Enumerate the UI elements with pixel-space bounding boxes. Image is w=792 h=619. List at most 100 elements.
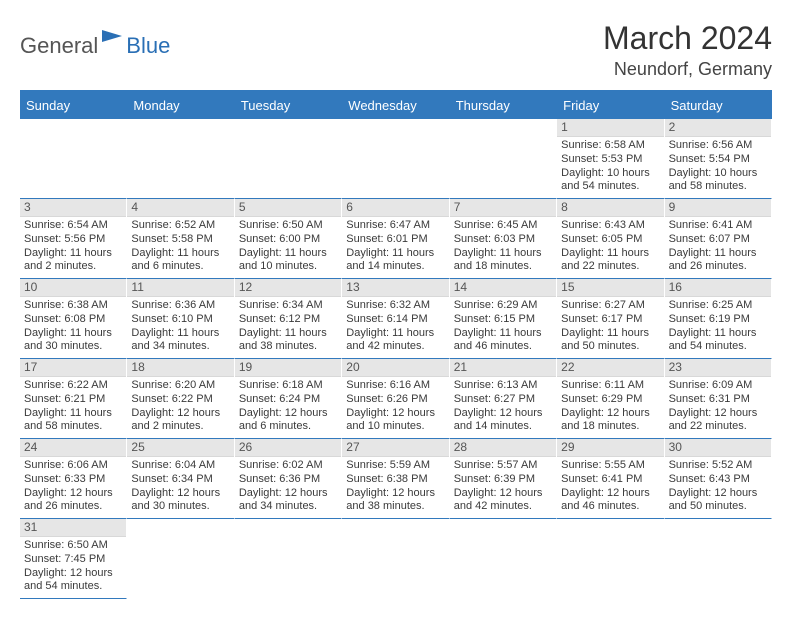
- day-cell: 28Sunrise: 5:57 AMSunset: 6:39 PMDayligh…: [450, 439, 557, 519]
- daylight-text: Daylight: 12 hours and 54 minutes.: [24, 567, 122, 595]
- day-cell: 19Sunrise: 6:18 AMSunset: 6:24 PMDayligh…: [235, 359, 342, 439]
- day-cell: 17 Sunrise: 6:22 AMSunset: 6:21 PMDayligh…: [20, 359, 127, 439]
- daylight-text: Daylight: 11 hours and 46 minutes.: [454, 327, 552, 355]
- day-number: 15: [557, 279, 663, 297]
- daylight-text: Daylight: 12 hours and 22 minutes.: [669, 407, 767, 435]
- sunrise-text: Sunrise: 6:02 AM: [239, 459, 337, 473]
- sunrise-text: Sunrise: 6:20 AM: [131, 379, 229, 393]
- day-header: Friday: [557, 92, 664, 119]
- sunset-text: Sunset: 6:31 PM: [669, 393, 767, 407]
- sunrise-text: Sunrise: 5:55 AM: [561, 459, 659, 473]
- daylight-text: Daylight: 11 hours and 18 minutes.: [454, 247, 552, 275]
- sunset-text: Sunset: 6:38 PM: [346, 473, 444, 487]
- sunset-text: Sunset: 6:27 PM: [454, 393, 552, 407]
- sunrise-text: Sunrise: 6:56 AM: [669, 139, 767, 153]
- day-cell: 16Sunrise: 6:25 AMSunset: 6:19 PMDayligh…: [665, 279, 772, 359]
- daylight-text: Daylight: 11 hours and 30 minutes.: [24, 327, 122, 355]
- day-number: 7: [450, 199, 556, 217]
- sunrise-text: Sunrise: 6:16 AM: [346, 379, 444, 393]
- sunset-text: Sunset: 6:12 PM: [239, 313, 337, 327]
- daylight-text: Daylight: 10 hours and 58 minutes.: [669, 167, 767, 195]
- day-cell: 8Sunrise: 6:43 AMSunset: 6:05 PMDaylight…: [557, 199, 664, 279]
- sunset-text: Sunset: 6:10 PM: [131, 313, 229, 327]
- day-number: 2: [665, 119, 771, 137]
- sunset-text: Sunset: 6:26 PM: [346, 393, 444, 407]
- empty-cell: [235, 119, 342, 199]
- sunrise-text: Sunrise: 6:29 AM: [454, 299, 552, 313]
- daylight-text: Daylight: 12 hours and 30 minutes.: [131, 487, 229, 515]
- day-number: 1: [557, 119, 663, 137]
- day-number: 17: [20, 359, 126, 377]
- daylight-text: Daylight: 11 hours and 6 minutes.: [131, 247, 229, 275]
- sunrise-text: Sunrise: 6:04 AM: [131, 459, 229, 473]
- daylight-text: Daylight: 12 hours and 50 minutes.: [669, 487, 767, 515]
- header: General Blue March 2024 Neundorf, German…: [20, 20, 772, 80]
- sunset-text: Sunset: 6:34 PM: [131, 473, 229, 487]
- sunset-text: Sunset: 6:01 PM: [346, 233, 444, 247]
- day-number: 21: [450, 359, 556, 377]
- day-number: 27: [342, 439, 448, 457]
- sunset-text: Sunset: 6:21 PM: [24, 393, 122, 407]
- logo: General Blue: [20, 28, 170, 63]
- daylight-text: Daylight: 11 hours and 50 minutes.: [561, 327, 659, 355]
- day-number: 25: [127, 439, 233, 457]
- daylight-text: Daylight: 11 hours and 58 minutes.: [24, 407, 122, 435]
- sunrise-text: Sunrise: 6:38 AM: [24, 299, 122, 313]
- day-header: Monday: [127, 92, 234, 119]
- day-cell: 3Sunrise: 6:54 AMSunset: 5:56 PMDaylight…: [20, 199, 127, 279]
- sunset-text: Sunset: 6:00 PM: [239, 233, 337, 247]
- sunset-text: Sunset: 6:36 PM: [239, 473, 337, 487]
- day-cell: 11Sunrise: 6:36 AMSunset: 6:10 PMDayligh…: [127, 279, 234, 359]
- day-number: 20: [342, 359, 448, 377]
- daylight-text: Daylight: 12 hours and 26 minutes.: [24, 487, 122, 515]
- daylight-text: Daylight: 11 hours and 2 minutes.: [24, 247, 122, 275]
- day-cell: 29Sunrise: 5:55 AMSunset: 6:41 PMDayligh…: [557, 439, 664, 519]
- day-cell: 30Sunrise: 5:52 AMSunset: 6:43 PMDayligh…: [665, 439, 772, 519]
- sunrise-text: Sunrise: 6:45 AM: [454, 219, 552, 233]
- location: Neundorf, Germany: [603, 59, 772, 80]
- day-cell: 7 Sunrise: 6:45 AMSunset: 6:03 PMDaylight…: [450, 199, 557, 279]
- sunrise-text: Sunrise: 6:54 AM: [24, 219, 122, 233]
- day-cell: 12Sunrise: 6:34 AMSunset: 6:12 PMDayligh…: [235, 279, 342, 359]
- sunset-text: Sunset: 6:41 PM: [561, 473, 659, 487]
- day-number: 28: [450, 439, 556, 457]
- sunrise-text: Sunrise: 6:13 AM: [454, 379, 552, 393]
- day-number: 19: [235, 359, 341, 377]
- day-number: 26: [235, 439, 341, 457]
- daylight-text: Daylight: 12 hours and 14 minutes.: [454, 407, 552, 435]
- sunset-text: Sunset: 6:24 PM: [239, 393, 337, 407]
- daylight-text: Daylight: 11 hours and 26 minutes.: [669, 247, 767, 275]
- page-title: March 2024: [603, 20, 772, 57]
- sunrise-text: Sunrise: 5:59 AM: [346, 459, 444, 473]
- sunrise-text: Sunrise: 6:41 AM: [669, 219, 767, 233]
- sunset-text: Sunset: 5:54 PM: [669, 153, 767, 167]
- day-header: Thursday: [450, 92, 557, 119]
- day-header: Saturday: [665, 92, 772, 119]
- day-cell: 13Sunrise: 6:32 AMSunset: 6:14 PMDayligh…: [342, 279, 449, 359]
- day-cell: 2 Sunrise: 6:56 AMSunset: 5:54 PMDaylight…: [665, 119, 772, 199]
- logo-text-general: General: [20, 33, 98, 59]
- flag-icon: [102, 28, 124, 49]
- sunrise-text: Sunrise: 6:22 AM: [24, 379, 122, 393]
- day-cell: 20Sunrise: 6:16 AMSunset: 6:26 PMDayligh…: [342, 359, 449, 439]
- sunset-text: Sunset: 7:45 PM: [24, 553, 122, 567]
- day-cell: 1Sunrise: 6:58 AMSunset: 5:53 PMDaylight…: [557, 119, 664, 199]
- daylight-text: Daylight: 11 hours and 38 minutes.: [239, 327, 337, 355]
- sunrise-text: Sunrise: 6:36 AM: [131, 299, 229, 313]
- daylight-text: Daylight: 10 hours and 54 minutes.: [561, 167, 659, 195]
- daylight-text: Daylight: 12 hours and 42 minutes.: [454, 487, 552, 515]
- sunrise-text: Sunrise: 6:50 AM: [239, 219, 337, 233]
- sunset-text: Sunset: 6:17 PM: [561, 313, 659, 327]
- day-number: 23: [665, 359, 771, 377]
- day-number: 30: [665, 439, 771, 457]
- sunrise-text: Sunrise: 6:18 AM: [239, 379, 337, 393]
- sunset-text: Sunset: 6:29 PM: [561, 393, 659, 407]
- day-cell: 25 Sunrise: 6:04 AMSunset: 6:34 PMDayligh…: [127, 439, 234, 519]
- sunset-text: Sunset: 6:03 PM: [454, 233, 552, 247]
- daylight-text: Daylight: 12 hours and 38 minutes.: [346, 487, 444, 515]
- daylight-text: Daylight: 12 hours and 18 minutes.: [561, 407, 659, 435]
- sunrise-text: Sunrise: 6:34 AM: [239, 299, 337, 313]
- sunset-text: Sunset: 6:07 PM: [669, 233, 767, 247]
- day-number: 4: [127, 199, 233, 217]
- daylight-text: Daylight: 11 hours and 42 minutes.: [346, 327, 444, 355]
